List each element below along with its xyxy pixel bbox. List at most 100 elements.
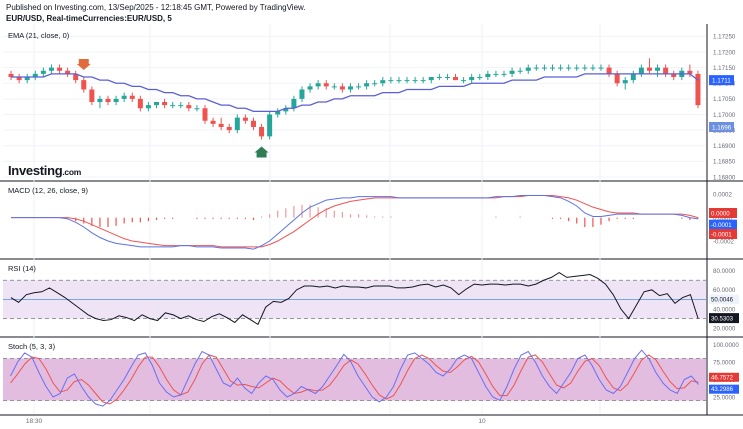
price-tick-label: 1.17200: [713, 49, 736, 56]
macd-line: [11, 195, 699, 250]
candle-body: [436, 77, 442, 78]
stoch-band-fill: [3, 358, 706, 401]
candle-body: [606, 67, 612, 74]
candle-body: [412, 80, 418, 82]
candle-body: [57, 67, 63, 71]
candle-body: [590, 67, 596, 69]
candle-body: [186, 105, 192, 109]
candle-body: [178, 105, 184, 107]
macd-hist-tag: [709, 229, 737, 239]
rsi-value-tag-text: 30.5303: [711, 315, 734, 322]
candle-body: [16, 77, 22, 81]
candle-body: [113, 98, 119, 102]
candle-body: [469, 77, 475, 81]
candle-body: [525, 67, 531, 71]
price-tick-label: 1.17050: [713, 96, 736, 103]
price-tick-label: 1.16900: [713, 143, 736, 150]
candle-body: [549, 67, 555, 69]
macd-tick-label: -0.0002: [713, 238, 735, 245]
symbol-title: EUR/USD, Real-timeCurrencies:EUR/USD, 5: [6, 14, 172, 23]
logo-domain: .com: [62, 167, 82, 177]
rsi-tick-label: 40.0000: [713, 306, 736, 313]
candle-body: [218, 123, 224, 127]
candle-body: [420, 80, 426, 82]
macd-signal-tag-text: 0.0000: [711, 210, 730, 217]
candle-body: [566, 67, 572, 69]
candle-body: [323, 83, 329, 87]
candle-body: [671, 73, 677, 77]
candle-body: [267, 114, 273, 137]
candle-body: [73, 73, 79, 81]
ema-indicator-label: EMA (21, close, 0): [8, 31, 70, 40]
rsi-tick-label: 20.0000: [713, 326, 736, 333]
candle-body: [291, 98, 297, 109]
candle-body: [259, 127, 265, 137]
candle-body: [404, 80, 410, 82]
candle-body: [428, 77, 434, 81]
candle-body: [299, 89, 305, 99]
down-arrow-icon: [76, 59, 91, 70]
macd-tick-label: 0.0000: [713, 215, 732, 222]
rsi-line: [10, 272, 699, 326]
candle-body: [32, 73, 38, 77]
ema-line: [11, 73, 699, 113]
candle-body: [162, 102, 168, 106]
candle-body: [485, 73, 491, 77]
candle-body: [509, 70, 515, 74]
stoch-d-tag: [709, 372, 739, 382]
candle-body: [533, 67, 539, 69]
candle-body: [307, 86, 313, 90]
ema-price-tag-text: 1.1711: [712, 77, 731, 84]
time-axis-label: 10: [478, 418, 486, 425]
candle-body: [154, 102, 160, 106]
candle-body: [315, 83, 321, 87]
rsi-value-tag: [709, 313, 739, 324]
candle-body: [687, 70, 693, 74]
candle-body: [234, 117, 240, 131]
candle-body: [695, 73, 701, 106]
ema-price-tag: [709, 75, 734, 86]
price-tick-label: 1.17000: [713, 112, 736, 119]
candle-body: [8, 73, 14, 77]
macd-pane-label: MACD (12, 26, close, 9): [8, 186, 89, 195]
rsi-mid-tag: [709, 294, 739, 305]
macd-signal-line: [11, 195, 699, 248]
candle-body: [347, 86, 353, 90]
candle-body: [121, 95, 127, 99]
rsi-tick-label: 60.0000: [713, 287, 736, 294]
price-tick-label: 1.16850: [713, 159, 736, 166]
candle-body: [396, 80, 402, 82]
stoch-k-tag-text: 43.2986: [711, 386, 734, 393]
stoch-pane-label: Stoch (5, 3, 3): [8, 342, 56, 351]
candle-body: [105, 98, 111, 102]
price-tick-label: 1.17250: [713, 34, 736, 41]
rsi-pane-label: RSI (14): [8, 264, 36, 273]
close-price-tag-text: 1.1696: [712, 124, 732, 131]
candle-body: [541, 67, 547, 69]
candle-body: [97, 98, 103, 102]
candle-body: [453, 77, 459, 81]
candle-body: [630, 73, 636, 81]
logo-main: Investing: [8, 163, 63, 178]
candle-body: [574, 67, 580, 69]
candle-body: [461, 80, 467, 82]
stoch-d-tag-text: 46.7572: [711, 374, 734, 381]
candle-body: [477, 77, 483, 78]
macd-value-tag-text: -0.0001: [711, 222, 732, 229]
candle-body: [283, 108, 289, 112]
candle-body: [380, 80, 386, 84]
stoch-k-line: [10, 349, 699, 407]
macd-signal-tag: [709, 208, 737, 218]
candle-body: [48, 67, 54, 71]
stoch-tick-label: 75.0000: [713, 359, 736, 366]
price-tick-label: 1.17150: [713, 65, 736, 72]
candle-body: [646, 67, 652, 71]
candle-body: [493, 73, 499, 75]
candle-body: [517, 70, 523, 72]
candle-body: [242, 117, 248, 121]
time-axis-label: 18:30: [26, 418, 43, 425]
candle-body: [622, 80, 628, 84]
candle-body: [339, 86, 345, 90]
stoch-tick-label: 100.0000: [713, 342, 739, 349]
candle-body: [598, 67, 604, 69]
